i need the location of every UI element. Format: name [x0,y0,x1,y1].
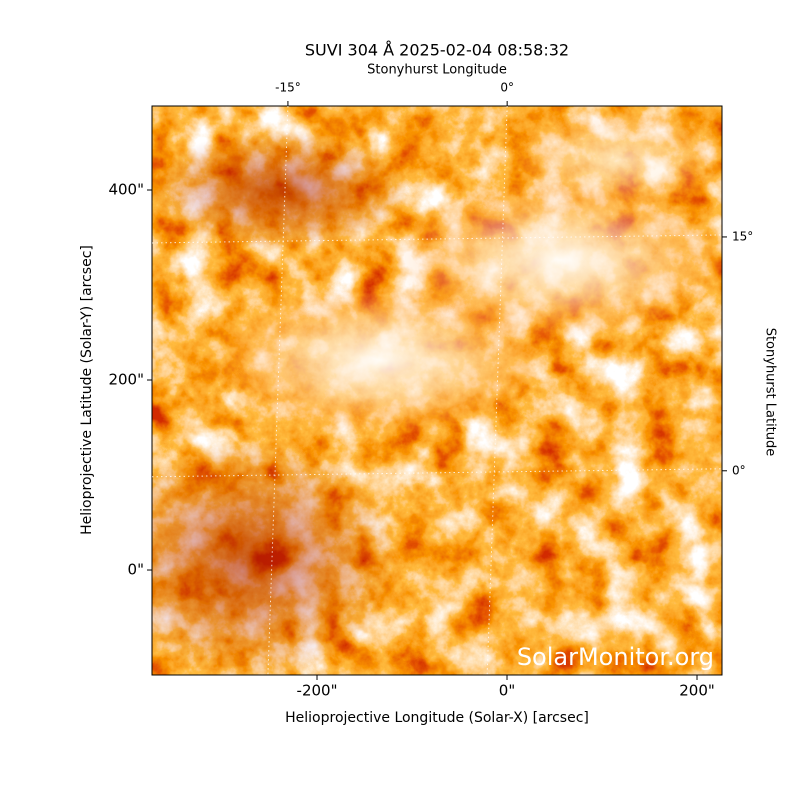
x-tick-label: 0" [499,682,515,700]
grid-line [151,468,723,478]
x2-tick-label: 0° [500,81,514,95]
x-tick-label: 200" [679,682,715,700]
plot-frame [151,105,723,676]
x2-axis-label: Stonyhurst Longitude [367,63,507,78]
x-tick-label: -200" [297,682,338,700]
y-tick-label: 0" [128,561,144,579]
y-axis-label: Helioprojective Latitude (Solar-Y) [arcs… [79,245,95,535]
y2-tick-label: 15° [732,229,753,243]
y2-tick-label: 0° [732,463,746,477]
y2-axis-label: Stonyhurst Latitude [763,328,778,457]
grid-line [486,105,508,676]
y-tick-label: 200" [108,371,144,389]
grid-line [151,234,723,244]
chart-title: SUVI 304 Å 2025-02-04 08:58:32 [305,41,569,60]
solar-image [152,106,722,675]
grid-line [267,105,289,676]
x-axis-label: Helioprojective Longitude (Solar-X) [arc… [285,710,589,726]
y-tick-label: 400" [108,180,144,198]
x2-tick-label: -15° [275,81,301,95]
watermark: SolarMonitor.org [517,643,714,671]
